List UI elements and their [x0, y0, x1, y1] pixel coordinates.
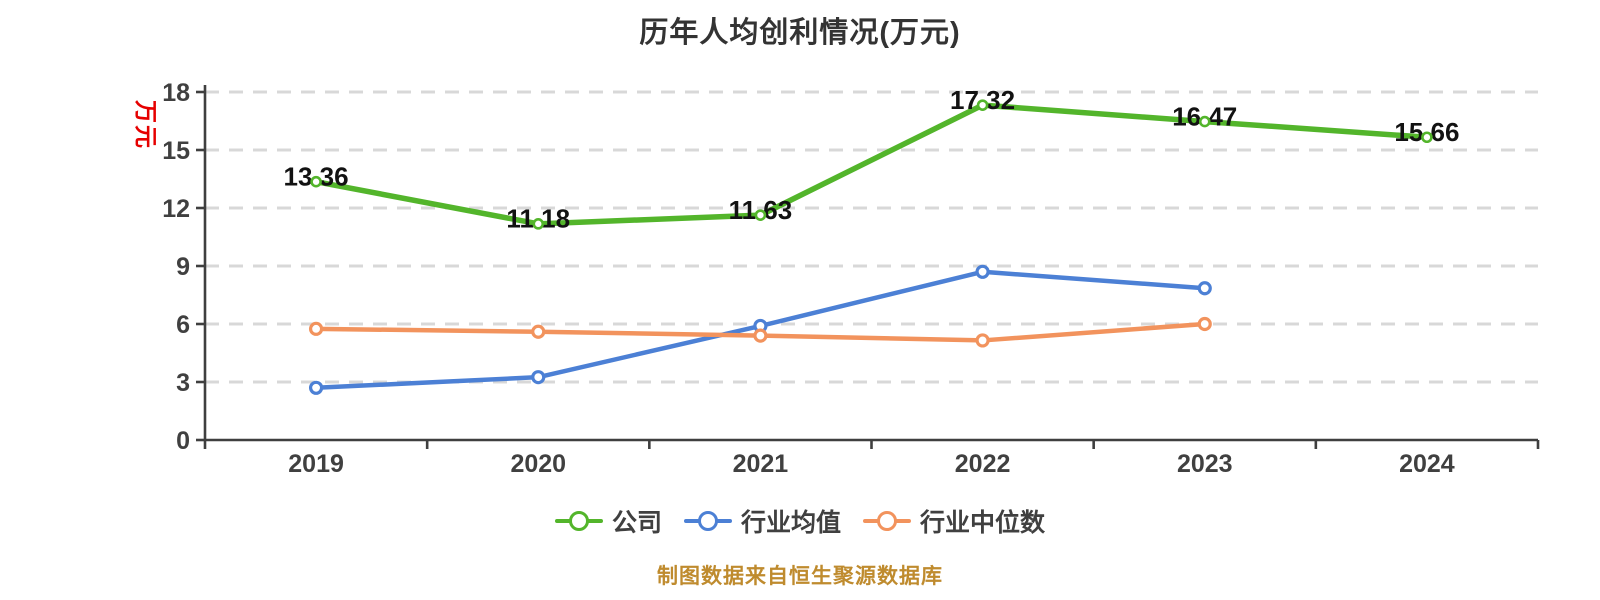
series-line-company	[313, 102, 1430, 227]
marker-industry-median-2022	[975, 333, 990, 348]
marker-company-2022	[976, 99, 989, 111]
x-tick-label-2020: 2020	[510, 450, 566, 478]
legend-circle-swatch	[697, 511, 718, 531]
y-tick-label-6: 6	[176, 311, 190, 339]
y-tick-label-18: 18	[162, 79, 190, 107]
marker-industry-median-2021	[753, 328, 768, 343]
legend-circle-swatch	[568, 511, 589, 531]
x-tick-label-2021: 2021	[733, 450, 789, 478]
marker-industry-average-2023	[1197, 281, 1212, 296]
marker-industry-median-2020	[531, 324, 546, 339]
legend: 公司 行业均值 行业中位数	[0, 503, 1600, 539]
legend-circle-swatch	[877, 511, 897, 531]
marker-company-2024	[1421, 131, 1433, 144]
x-tick-label-2023: 2023	[1177, 450, 1233, 478]
marker-company-2021	[754, 209, 767, 221]
y-tick-label-3: 3	[176, 369, 190, 397]
y-tick-label-9: 9	[176, 253, 190, 281]
chart-title: 历年人均创利情况(万元)	[639, 17, 961, 49]
legend-label: 行业中位数	[920, 509, 1046, 537]
x-tick-label-2022: 2022	[955, 450, 1011, 478]
legend-item-industry-average[interactable]: 行业均值	[683, 503, 841, 539]
legend-label: 行业均值	[740, 509, 841, 537]
footer-note: 制图数据来自恒生聚源数据库	[657, 565, 943, 588]
legend-item-company[interactable]: 公司	[554, 503, 662, 539]
marker-industry-average-2019	[308, 380, 324, 395]
legend-item-industry-median[interactable]: 行业中位数	[863, 503, 1045, 539]
x-tick-label-2024: 2024	[1399, 450, 1455, 478]
marker-company-2023	[1198, 115, 1211, 128]
legend-marker-icon	[554, 510, 603, 532]
legend-marker-icon	[863, 510, 911, 532]
x-tick-label-2019: 2019	[288, 450, 344, 478]
legend-label: 公司	[611, 509, 662, 537]
legend-marker-icon	[683, 510, 732, 532]
y-tick-label-12: 12	[162, 195, 190, 223]
marker-company-2020	[532, 218, 545, 230]
marker-industry-median-2019	[308, 321, 324, 336]
marker-company-2019	[310, 175, 322, 188]
marker-industry-average-2022	[975, 264, 990, 279]
y-tick-label-0: 0	[176, 427, 190, 455]
y-tick-label-15: 15	[162, 137, 190, 165]
marker-industry-median-2023	[1197, 316, 1212, 332]
marker-industry-average-2020	[531, 370, 546, 385]
